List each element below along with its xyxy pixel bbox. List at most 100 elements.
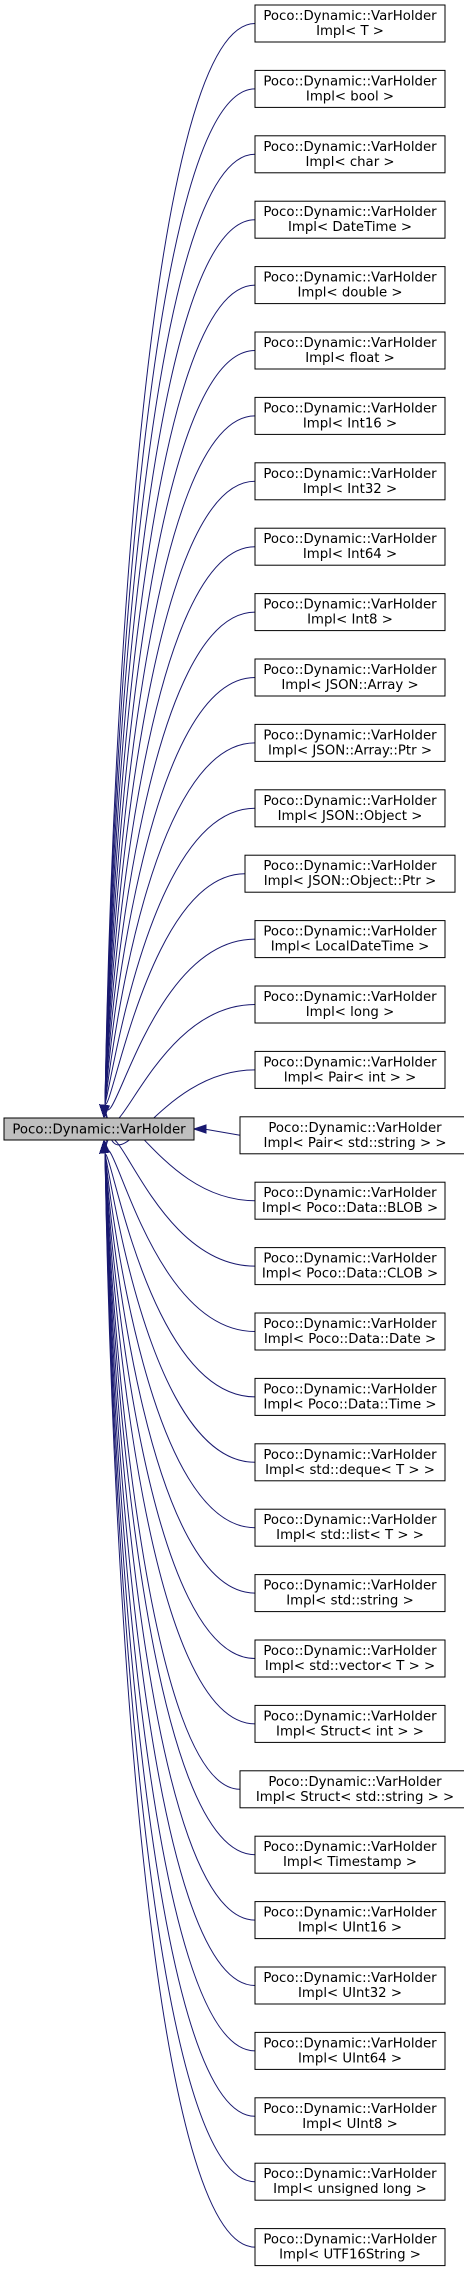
inheritance-arrowhead <box>99 1104 110 1119</box>
derived-class-box <box>254 1443 446 1482</box>
inheritance-edge <box>104 873 246 1105</box>
inheritance-edge <box>104 1004 256 1124</box>
derived-class-box <box>254 4 446 43</box>
derived-class-label-line2: Impl< std::vector< T > > <box>265 1659 435 1674</box>
derived-class-box <box>254 331 446 370</box>
derived-class-label-line1: Poco::Dynamic::VarHolder <box>263 1579 437 1594</box>
derived-class-label-line2: Impl< LocalDateTime > <box>271 940 430 955</box>
derived-class-label-line1: Poco::Dynamic::VarHolder <box>263 1513 437 1528</box>
derived-class-label-line2: Impl< Struct< int > > <box>276 1724 424 1739</box>
derived-class-box <box>239 1770 464 1809</box>
derived-class-label-line2: Impl< JSON::Array > <box>281 678 418 693</box>
derived-class-label-line1: Poco::Dynamic::VarHolder <box>263 728 437 743</box>
inheritance-edge <box>104 153 256 1105</box>
derived-class-label-line2: Impl< Struct< std::string > > <box>256 1790 454 1805</box>
derived-class-box <box>254 527 446 566</box>
derived-class-box <box>254 200 446 239</box>
base-class-label: Poco::Dynamic::VarHolder <box>12 1123 186 1138</box>
derived-class-box <box>254 69 446 108</box>
derived-class-label-line2: Impl< std::list< T > > <box>276 1528 424 1543</box>
derived-class-box <box>254 1508 446 1547</box>
derived-class-box <box>254 2228 446 2267</box>
derived-class-box <box>254 396 446 435</box>
derived-class-label-line2: Impl< bool > <box>306 89 394 104</box>
derived-class-label-line1: Poco::Dynamic::VarHolder <box>263 2036 437 2051</box>
derived-class-label-line1: Poco::Dynamic::VarHolder <box>263 1971 437 1986</box>
inheritance-edge <box>104 938 256 1111</box>
inheritance-edge <box>104 1153 256 1725</box>
derived-class-label-line1: Poco::Dynamic::VarHolder <box>263 467 437 482</box>
inheritance-edge <box>104 219 256 1105</box>
derived-class-box <box>254 1704 446 1743</box>
derived-class-label-line2: Impl< UInt8 > <box>302 2117 398 2132</box>
derived-class-label-line2: Impl< Pair< int > > <box>284 1070 417 1085</box>
derived-class-label-line2: Impl< UInt64 > <box>298 2051 402 2066</box>
derived-class-label-line2: Impl< long > <box>306 1005 394 1020</box>
derived-class-label-line2: Impl< JSON::Object::Ptr > <box>264 874 436 889</box>
derived-class-label-line2: Impl< Poco::Data::CLOB > <box>262 1267 438 1282</box>
derived-class-box <box>254 462 446 501</box>
inheritance-edge <box>104 1153 256 1986</box>
derived-class-label-line1: Poco::Dynamic::VarHolder <box>263 990 437 1005</box>
derived-class-box <box>254 1377 446 1416</box>
derived-class-box <box>254 2097 446 2136</box>
derived-class-label-line1: Poco::Dynamic::VarHolder <box>263 271 437 286</box>
derived-class-label-line2: Impl< UTF16String > <box>279 2248 421 2263</box>
derived-class-box <box>254 2031 446 2070</box>
inheritance-edge <box>104 1153 256 1659</box>
derived-class-box <box>254 1639 446 1678</box>
derived-class-box <box>254 593 446 632</box>
derived-class-box <box>254 2162 446 2201</box>
inheritance-edge <box>104 1153 241 1790</box>
base-class-box <box>3 1117 195 1141</box>
derived-class-label-line2: Impl< float > <box>305 351 395 366</box>
derived-class-label-line1: Poco::Dynamic::VarHolder <box>263 1186 437 1201</box>
derived-class-label-line1: Poco::Dynamic::VarHolder <box>263 205 437 220</box>
derived-class-label-line1: Poco::Dynamic::VarHolder <box>263 2167 437 2182</box>
derived-class-label-line2: Impl< Poco::Data::Time > <box>263 1397 436 1412</box>
derived-class-box <box>254 135 446 174</box>
derived-class-box <box>254 1901 446 1940</box>
base-class-node[interactable]: Poco::Dynamic::VarHolder <box>3 1117 195 1141</box>
inheritance-edge <box>104 546 256 1105</box>
derived-class-label-line2: Impl< std::string > <box>286 1594 413 1609</box>
derived-class-box <box>239 1116 464 1155</box>
derived-class-label-line2: Impl< char > <box>305 155 394 170</box>
